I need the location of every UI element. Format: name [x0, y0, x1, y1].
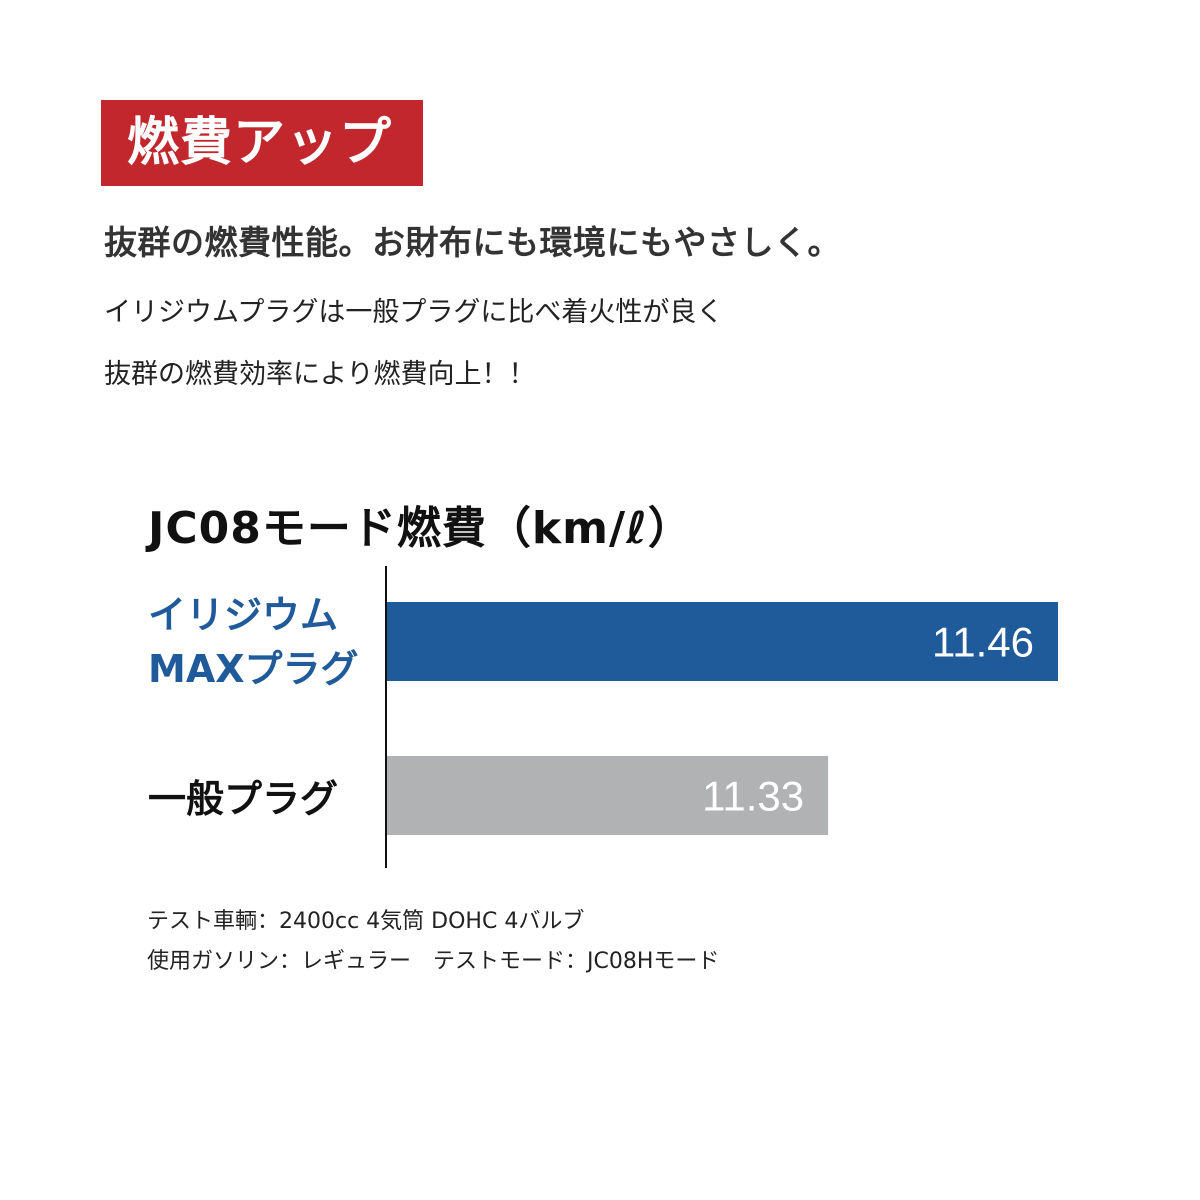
bar	[386, 602, 1058, 681]
test-vehicle-note: テスト車輌：2400cc 4気筒 DOHC 4バルブ	[147, 909, 585, 934]
section-badge: 燃費アップ	[101, 100, 423, 186]
chart-title: JC08モード燃費（km/ℓ）	[148, 503, 693, 554]
test-conditions-note: 使用ガソリン：レギュラー テストモード：JC08Hモード	[147, 949, 720, 974]
bar	[386, 756, 829, 835]
body-line-2: 抜群の燃費効率により燃費向上！！	[104, 359, 536, 390]
category-label-line: イリジウム	[148, 593, 339, 637]
bar-value-label: 11.33	[702, 773, 804, 820]
category-label-line: MAXプラグ	[148, 647, 359, 691]
category-label-line: 一般プラグ	[148, 777, 339, 821]
headline: 抜群の燃費性能。お財布にも環境にもやさしく。	[104, 223, 841, 262]
category-label-standard: 一般プラグ	[148, 772, 338, 826]
bar-value-label: 11.46	[932, 619, 1034, 666]
category-label-iridium: イリジウム MAXプラグ	[148, 588, 359, 696]
body-line-1: イリジウムプラグは一般プラグに比べ着火性が良く	[104, 297, 724, 328]
